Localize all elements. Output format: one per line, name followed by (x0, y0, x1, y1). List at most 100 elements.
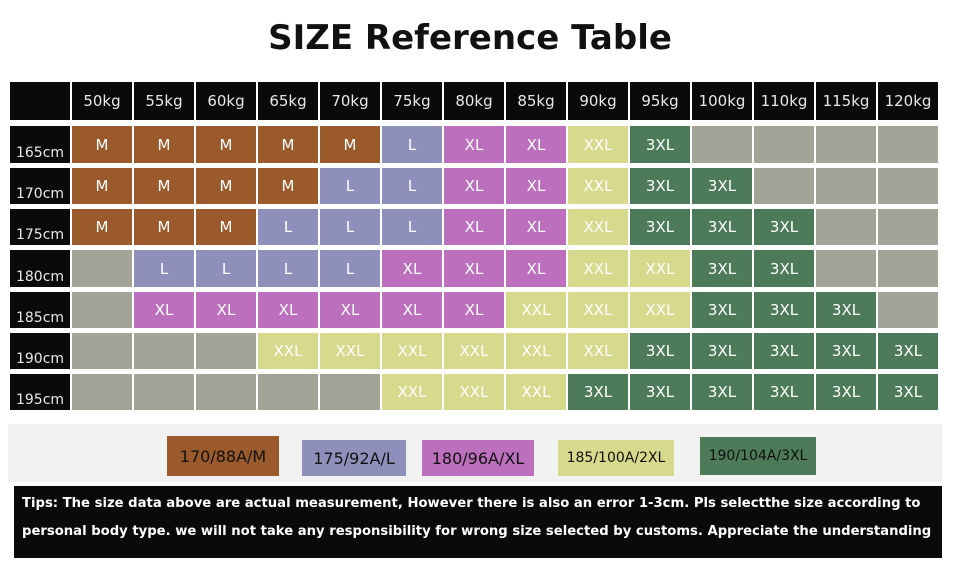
empty-cell (72, 374, 132, 410)
size-cell: L (320, 250, 380, 287)
height-header: 185cm (10, 292, 70, 328)
size-cell: M (72, 126, 132, 163)
size-cell: 3XL (754, 333, 814, 369)
size-cell: XL (444, 126, 504, 163)
size-cell: 3XL (692, 168, 752, 204)
height-header: 180cm (10, 250, 70, 287)
weight-header: 95kg (630, 82, 690, 120)
size-cell: 3XL (692, 333, 752, 369)
size-cell: XL (506, 209, 566, 245)
size-cell: 3XL (878, 374, 938, 410)
size-cell: M (134, 126, 194, 163)
size-cell: 3XL (816, 333, 876, 369)
height-header: 170cm (10, 168, 70, 204)
empty-cell (72, 292, 132, 328)
table-corner (10, 82, 70, 120)
size-cell: 3XL (692, 374, 752, 410)
size-cell: XXL (506, 292, 566, 328)
size-cell: L (134, 250, 194, 287)
size-cell: 3XL (878, 333, 938, 369)
size-cell: 3XL (816, 292, 876, 328)
size-cell: XL (506, 168, 566, 204)
size-cell: M (258, 126, 318, 163)
weight-header: 115kg (816, 82, 876, 120)
size-cell: XXL (568, 168, 628, 204)
size-cell: XL (506, 250, 566, 287)
weight-header: 75kg (382, 82, 442, 120)
size-cell: XXL (630, 292, 690, 328)
size-cell: L (196, 250, 256, 287)
size-cell: M (134, 168, 194, 204)
size-cell: L (382, 209, 442, 245)
size-cell: L (258, 250, 318, 287)
size-cell: XXL (568, 292, 628, 328)
legend-item: 180/96A/XL (422, 440, 534, 476)
size-cell: 3XL (754, 209, 814, 245)
page-title: SIZE Reference Table (268, 18, 672, 58)
weight-header: 50kg (72, 82, 132, 120)
empty-cell (878, 250, 938, 287)
size-cell: M (258, 168, 318, 204)
size-cell: M (72, 168, 132, 204)
empty-cell (816, 168, 876, 204)
empty-cell (692, 126, 752, 163)
size-cell: 3XL (754, 250, 814, 287)
weight-header: 70kg (320, 82, 380, 120)
height-header: 165cm (10, 126, 70, 163)
weight-header: 80kg (444, 82, 504, 120)
size-cell: XXL (568, 209, 628, 245)
size-cell: XXL (444, 333, 504, 369)
legend-item: 190/104A/3XL (700, 437, 816, 475)
size-cell: XXL (506, 374, 566, 410)
empty-cell (196, 374, 256, 410)
size-cell: XXL (320, 333, 380, 369)
size-cell: 3XL (630, 374, 690, 410)
size-cell: XL (444, 209, 504, 245)
size-cell: XL (444, 168, 504, 204)
size-cell: 3XL (630, 126, 690, 163)
size-cell: 3XL (816, 374, 876, 410)
size-cell: XXL (258, 333, 318, 369)
height-header: 195cm (10, 374, 70, 410)
size-cell: L (320, 168, 380, 204)
empty-cell (320, 374, 380, 410)
empty-cell (878, 168, 938, 204)
legend-item: 175/92A/L (302, 440, 406, 476)
size-cell: XL (506, 126, 566, 163)
size-cell: 3XL (692, 209, 752, 245)
size-cell: XXL (382, 333, 442, 369)
size-cell: XXL (568, 126, 628, 163)
size-cell: 3XL (754, 292, 814, 328)
size-cell: 3XL (630, 168, 690, 204)
empty-cell (134, 374, 194, 410)
size-cell: M (196, 209, 256, 245)
size-cell: L (382, 126, 442, 163)
weight-header: 100kg (692, 82, 752, 120)
size-cell: XL (320, 292, 380, 328)
empty-cell (134, 333, 194, 369)
size-cell: 3XL (630, 333, 690, 369)
size-cell: XXL (444, 374, 504, 410)
size-cell: XL (444, 250, 504, 287)
empty-cell (878, 126, 938, 163)
weight-header: 60kg (196, 82, 256, 120)
height-header: 175cm (10, 209, 70, 245)
size-cell: 3XL (692, 292, 752, 328)
size-cell: XL (382, 250, 442, 287)
size-cell: 3XL (692, 250, 752, 287)
empty-cell (754, 168, 814, 204)
size-cell: 3XL (568, 374, 628, 410)
empty-cell (754, 126, 814, 163)
weight-header: 65kg (258, 82, 318, 120)
empty-cell (196, 333, 256, 369)
weight-header: 90kg (568, 82, 628, 120)
empty-cell (878, 209, 938, 245)
legend-item: 185/100A/2XL (558, 440, 674, 476)
weight-header: 55kg (134, 82, 194, 120)
size-cell: XL (196, 292, 256, 328)
size-cell: XXL (630, 250, 690, 287)
legend-item: 170/88A/M (167, 436, 279, 476)
size-cell: XL (134, 292, 194, 328)
empty-cell (878, 292, 938, 328)
weight-header: 120kg (878, 82, 938, 120)
